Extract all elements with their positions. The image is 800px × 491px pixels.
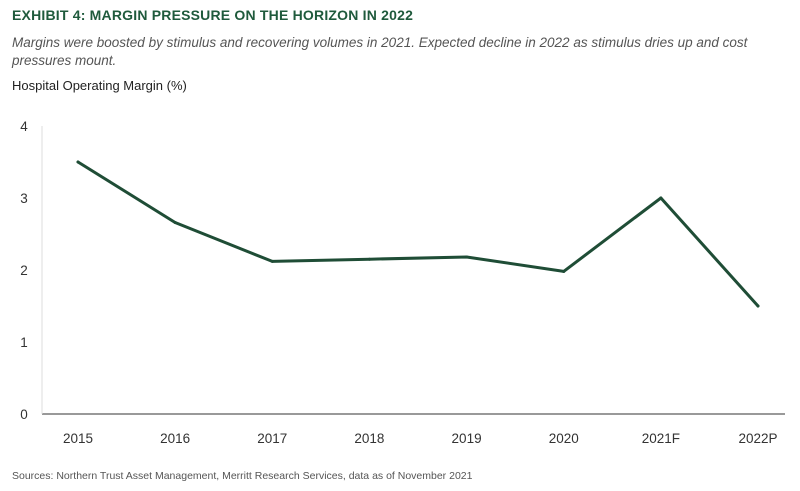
x-tick-label: 2022P: [738, 431, 777, 446]
chart-title: EXHIBIT 4: MARGIN PRESSURE ON THE HORIZO…: [12, 7, 414, 23]
x-tick-label: 2021F: [642, 431, 680, 446]
source-note: Sources: Northern Trust Asset Management…: [12, 470, 473, 482]
y-tick-label: 3: [20, 191, 28, 206]
data-point: [659, 196, 663, 200]
x-tick-label: 2015: [63, 431, 93, 446]
y-axis-title: Hospital Operating Margin (%): [12, 78, 187, 93]
data-point: [562, 269, 566, 273]
x-tick-label: 2017: [257, 431, 287, 446]
x-tick-label: 2020: [549, 431, 579, 446]
data-point: [367, 257, 371, 261]
y-axis: 0 1 2 3 4: [20, 119, 28, 422]
data-point: [76, 160, 80, 164]
y-tick-label: 1: [20, 335, 28, 350]
data-point: [465, 255, 469, 259]
chart-subtitle: Margins were boosted by stimulus and rec…: [12, 35, 748, 68]
data-point: [270, 259, 274, 263]
x-tick-label: 2019: [452, 431, 482, 446]
y-tick-label: 0: [20, 407, 28, 422]
y-tick-label: 2: [20, 263, 28, 278]
data-point: [756, 304, 760, 308]
series-layer: [76, 160, 760, 308]
series-line: [76, 160, 760, 308]
x-axis: 2015 2016 2017 2018 2019 2020 2021F 2022P: [63, 431, 778, 446]
x-tick-label: 2018: [354, 431, 384, 446]
y-tick-label: 4: [20, 119, 28, 134]
data-point: [173, 220, 177, 224]
x-tick-label: 2016: [160, 431, 190, 446]
